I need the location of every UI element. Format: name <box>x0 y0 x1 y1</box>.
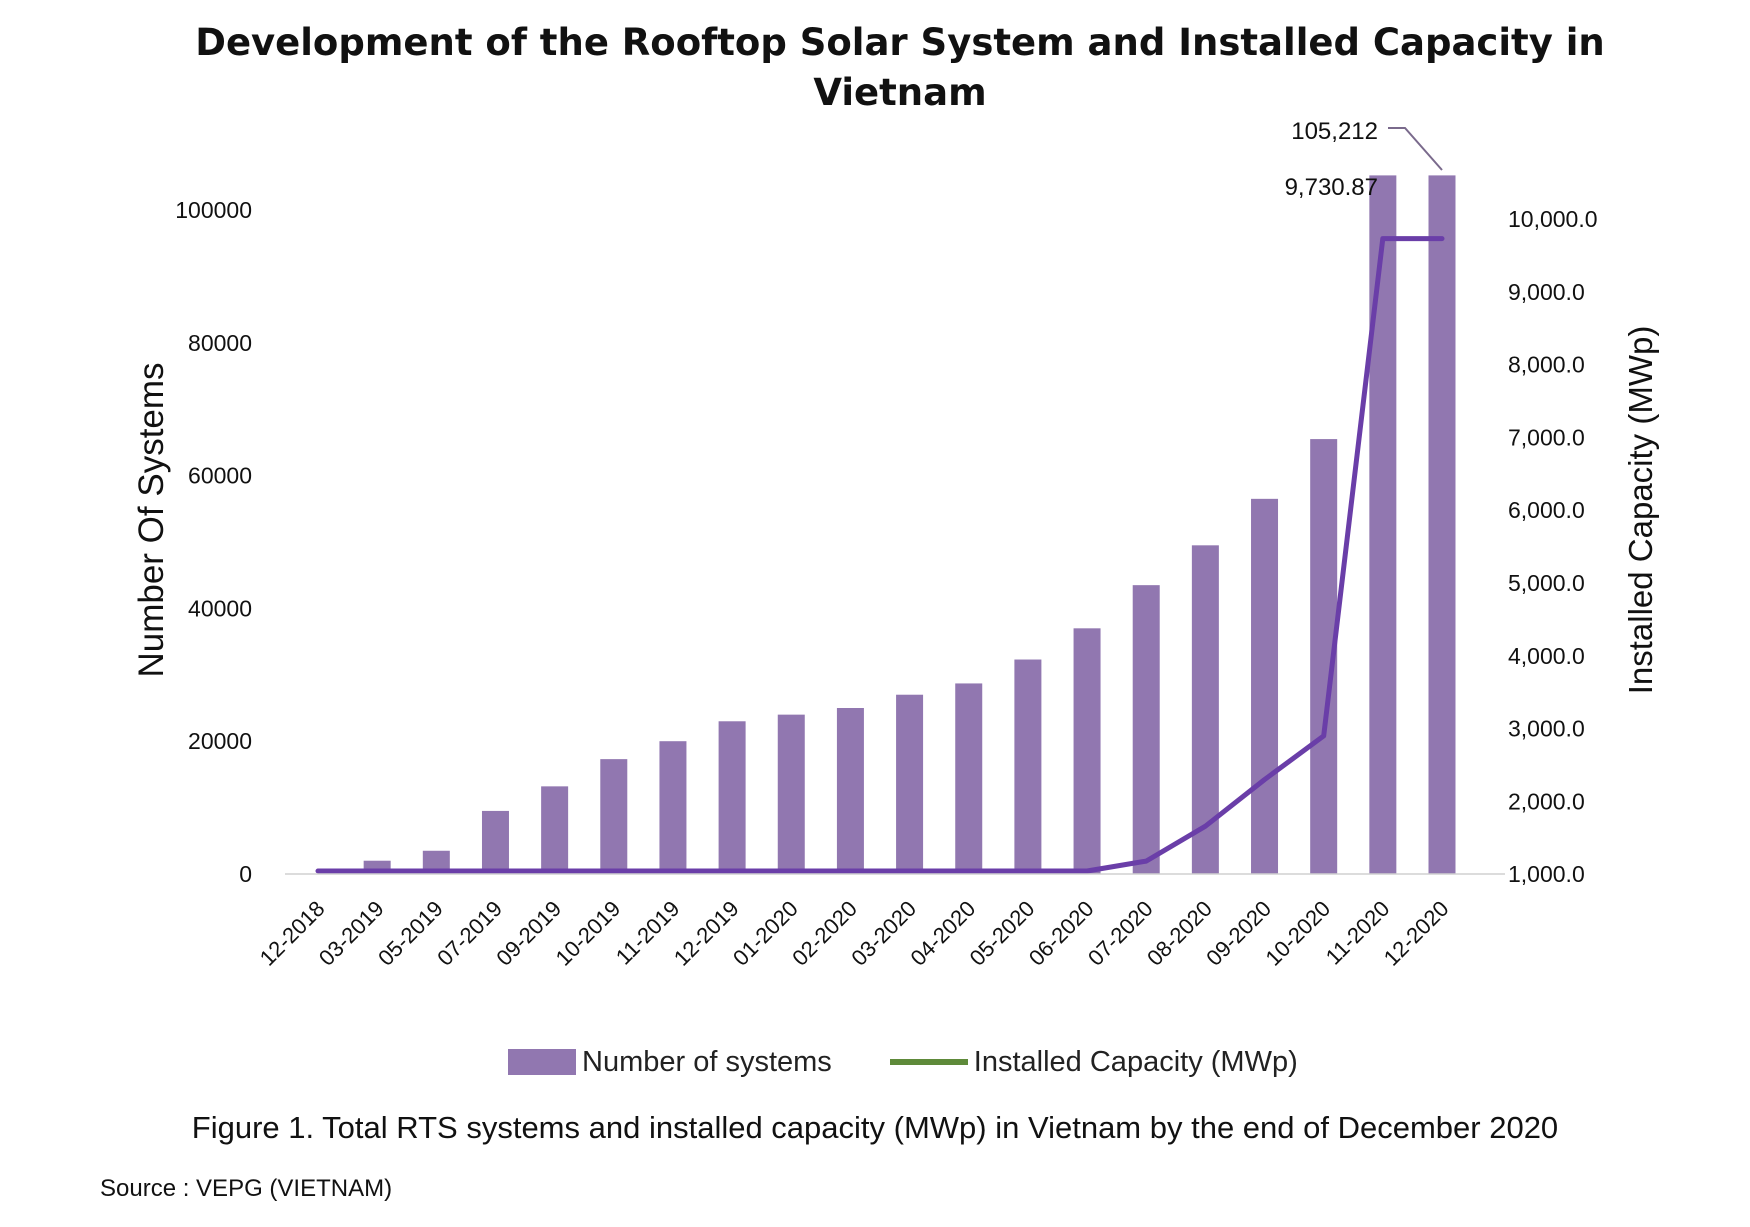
bar <box>955 683 983 874</box>
y2-tick-label: 4,000.0 <box>1508 643 1585 669</box>
y-tick-label: 0 <box>239 861 252 887</box>
bar <box>896 694 924 874</box>
y2-tick-label: 8,000.0 <box>1508 352 1585 378</box>
x-tick-label: 02-2020 <box>787 896 862 971</box>
x-tick-label: 12-2018 <box>255 896 330 971</box>
source-note: Source : VEPG (VIETNAM) <box>100 1175 393 1202</box>
x-tick-label: 12-2019 <box>669 896 744 971</box>
legend-swatch-systems <box>508 1049 576 1075</box>
bar <box>422 850 450 874</box>
y-tick-label: 100000 <box>175 197 252 223</box>
bar <box>1073 628 1101 874</box>
bar <box>659 741 687 874</box>
y2-tick-label: 9,000.0 <box>1508 279 1585 305</box>
capacity-line <box>315 236 1445 874</box>
legend: Number of systems Installed Capacity (MW… <box>508 1042 1298 1082</box>
x-tick-label: 07-2020 <box>1083 896 1158 971</box>
y-tick-label: 20000 <box>188 728 252 754</box>
bar <box>1132 585 1160 874</box>
x-tick-label: 04-2020 <box>905 896 980 971</box>
bars-group <box>363 175 1456 874</box>
x-tick-label: 12-2020 <box>1379 896 1454 971</box>
chart-title: Development of the Rooftop Solar System … <box>195 21 1605 114</box>
legend-label-capacity: Installed Capacity (MWp) <box>973 1045 1298 1078</box>
bar <box>1251 498 1279 874</box>
labels-group: 105,212 9,730.87 <box>1285 118 1443 201</box>
y2-tick-label: 1,000.0 <box>1508 861 1585 887</box>
data-label-systems-max: 105,212 <box>1291 118 1378 145</box>
annotation-leader-line <box>1388 127 1443 171</box>
x-tick-label: 10-2019 <box>551 896 626 971</box>
y-tick-label: 40000 <box>188 595 252 621</box>
x-tick-label: 08-2020 <box>1142 896 1217 971</box>
bar <box>718 721 746 874</box>
y-tick-label: 60000 <box>188 463 252 489</box>
bar <box>541 786 569 874</box>
x-tick-label: 06-2020 <box>1024 896 1099 971</box>
y2-tick-label: 6,000.0 <box>1508 497 1585 523</box>
y-axis-title: Number Of Systems <box>132 362 171 677</box>
y2-tick-label: 5,000.0 <box>1508 570 1585 596</box>
x-tick-label: 05-2019 <box>373 896 448 971</box>
bar <box>836 708 864 874</box>
legend-item-systems: Number of systems <box>508 1046 832 1079</box>
x-tick-label: 07-2019 <box>432 896 507 971</box>
bar <box>1428 175 1456 874</box>
y2-tick-label: 3,000.0 <box>1508 716 1585 742</box>
data-label-capacity-max: 9,730.87 <box>1285 174 1378 201</box>
bar <box>1369 175 1397 874</box>
x-tick-label: 03-2020 <box>846 896 921 971</box>
legend-swatch-capacity <box>889 1059 968 1065</box>
y2-tick-label: 10,000.0 <box>1508 206 1598 232</box>
bar <box>481 810 509 874</box>
bar <box>1014 659 1042 874</box>
x-tick-label: 05-2020 <box>965 896 1040 971</box>
y2-tick-label: 7,000.0 <box>1508 424 1585 450</box>
figure-caption: Figure 1. Total RTS systems and installe… <box>191 1110 1559 1145</box>
x-tick-label: 01-2020 <box>728 896 803 971</box>
y2-axis-title: Installed Capacity (MWp) <box>1622 326 1659 695</box>
legend-item-capacity: Installed Capacity (MWp) <box>832 1046 1298 1079</box>
capacity-line-group <box>315 236 1445 874</box>
y-tick-label: 80000 <box>188 330 252 356</box>
x-tick-label: 09-2019 <box>491 896 566 971</box>
legend-label-systems: Number of systems <box>582 1045 832 1078</box>
bar <box>777 714 805 874</box>
x-tick-label: 10-2020 <box>1260 896 1335 971</box>
y2-tick-label: 2,000.0 <box>1508 788 1585 814</box>
x-tick-label: 09-2020 <box>1201 896 1276 971</box>
x-tick-label: 03-2019 <box>314 896 389 971</box>
bar <box>600 759 628 874</box>
